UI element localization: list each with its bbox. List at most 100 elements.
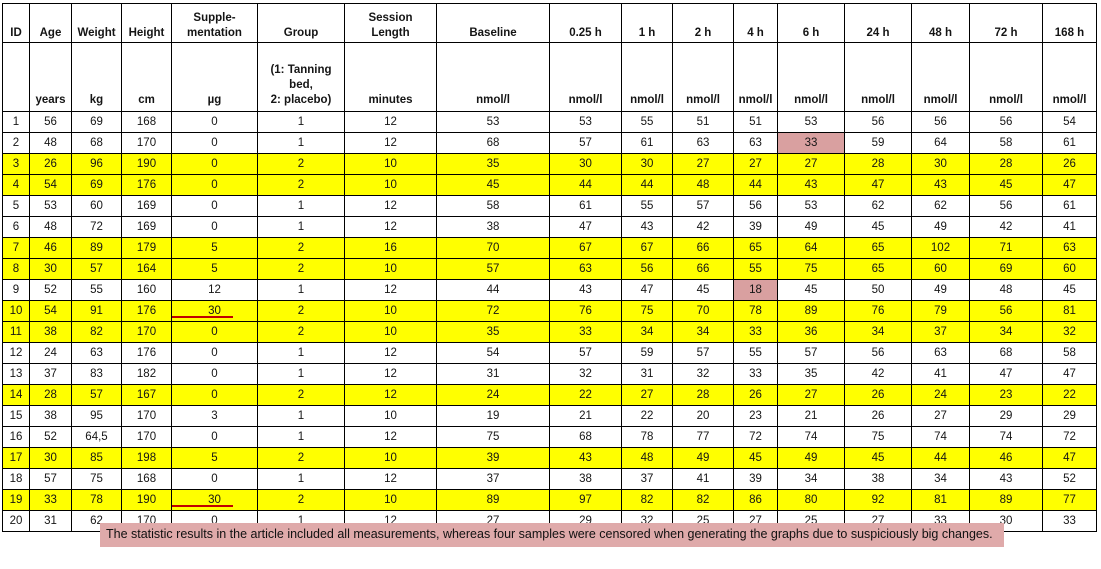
cell-baseline[interactable]: 38: [436, 216, 550, 238]
cell-suppl[interactable]: 30: [171, 489, 258, 511]
cell-session[interactable]: 10: [344, 258, 437, 280]
column-header-height[interactable]: Height: [121, 3, 172, 43]
cell-h1[interactable]: 44: [621, 174, 673, 196]
cell-group[interactable]: 2: [257, 174, 345, 196]
cell-height[interactable]: 170: [121, 426, 172, 448]
cell-h025[interactable]: 21: [549, 405, 622, 427]
cell-h72[interactable]: 29: [969, 405, 1043, 427]
cell-suppl[interactable]: 5: [171, 447, 258, 469]
cell-suppl[interactable]: 0: [171, 363, 258, 385]
cell-h24[interactable]: 92: [844, 489, 912, 511]
cell-suppl[interactable]: 0: [171, 195, 258, 217]
cell-session[interactable]: 12: [344, 132, 437, 154]
cell-h6[interactable]: 34: [777, 468, 845, 490]
column-header-h72[interactable]: 72 h: [969, 3, 1043, 43]
cell-h48[interactable]: 56: [911, 111, 970, 133]
cell-h72[interactable]: 56: [969, 111, 1043, 133]
cell-baseline[interactable]: 75: [436, 426, 550, 448]
cell-h48[interactable]: 74: [911, 426, 970, 448]
cell-h72[interactable]: 28: [969, 153, 1043, 175]
cell-h24[interactable]: 59: [844, 132, 912, 154]
cell-suppl[interactable]: 12: [171, 279, 258, 301]
cell-suppl[interactable]: 30: [171, 300, 258, 322]
column-unit-id[interactable]: [2, 42, 30, 112]
cell-id[interactable]: 12: [2, 342, 30, 364]
column-header-group[interactable]: Group: [257, 3, 345, 43]
cell-h168[interactable]: 54: [1042, 111, 1097, 133]
cell-h025[interactable]: 97: [549, 489, 622, 511]
cell-weight[interactable]: 83: [71, 363, 122, 385]
cell-h025[interactable]: 53: [549, 111, 622, 133]
cell-h72[interactable]: 74: [969, 426, 1043, 448]
cell-h6[interactable]: 35: [777, 363, 845, 385]
cell-h168[interactable]: 45: [1042, 279, 1097, 301]
cell-weight[interactable]: 91: [71, 300, 122, 322]
cell-h025[interactable]: 33: [549, 321, 622, 343]
cell-h48[interactable]: 81: [911, 489, 970, 511]
cell-weight[interactable]: 95: [71, 405, 122, 427]
cell-session[interactable]: 10: [344, 153, 437, 175]
cell-h4[interactable]: 45: [733, 447, 778, 469]
cell-h2[interactable]: 57: [672, 195, 734, 217]
cell-id[interactable]: 18: [2, 468, 30, 490]
cell-h2[interactable]: 20: [672, 405, 734, 427]
cell-baseline[interactable]: 53: [436, 111, 550, 133]
cell-h72[interactable]: 48: [969, 279, 1043, 301]
cell-id[interactable]: 11: [2, 321, 30, 343]
column-unit-h24[interactable]: nmol/l: [844, 42, 912, 112]
cell-h1[interactable]: 78: [621, 426, 673, 448]
cell-h48[interactable]: 34: [911, 468, 970, 490]
cell-h168[interactable]: 47: [1042, 447, 1097, 469]
cell-h72[interactable]: 43: [969, 468, 1043, 490]
cell-baseline[interactable]: 68: [436, 132, 550, 154]
cell-h168[interactable]: 63: [1042, 237, 1097, 259]
cell-id[interactable]: 7: [2, 237, 30, 259]
cell-suppl[interactable]: 0: [171, 174, 258, 196]
cell-h6[interactable]: 89: [777, 300, 845, 322]
cell-session[interactable]: 12: [344, 384, 437, 406]
cell-h025[interactable]: 43: [549, 279, 622, 301]
cell-h025[interactable]: 68: [549, 426, 622, 448]
column-header-h24[interactable]: 24 h: [844, 3, 912, 43]
cell-h24[interactable]: 65: [844, 258, 912, 280]
cell-session[interactable]: 12: [344, 363, 437, 385]
cell-h4[interactable]: 55: [733, 342, 778, 364]
cell-session[interactable]: 10: [344, 174, 437, 196]
cell-h1[interactable]: 30: [621, 153, 673, 175]
cell-h025[interactable]: 67: [549, 237, 622, 259]
cell-h72[interactable]: 69: [969, 258, 1043, 280]
cell-age[interactable]: 31: [29, 510, 72, 532]
cell-age[interactable]: 28: [29, 384, 72, 406]
cell-group[interactable]: 2: [257, 447, 345, 469]
cell-session[interactable]: 10: [344, 300, 437, 322]
cell-baseline[interactable]: 89: [436, 489, 550, 511]
cell-h24[interactable]: 28: [844, 153, 912, 175]
cell-h72[interactable]: 23: [969, 384, 1043, 406]
cell-baseline[interactable]: 70: [436, 237, 550, 259]
cell-h1[interactable]: 27: [621, 384, 673, 406]
cell-suppl[interactable]: 0: [171, 342, 258, 364]
cell-weight[interactable]: 64,5: [71, 426, 122, 448]
cell-age[interactable]: 46: [29, 237, 72, 259]
cell-h6[interactable]: 33: [777, 132, 845, 154]
cell-h025[interactable]: 43: [549, 447, 622, 469]
cell-h2[interactable]: 28: [672, 384, 734, 406]
cell-h1[interactable]: 22: [621, 405, 673, 427]
cell-h6[interactable]: 43: [777, 174, 845, 196]
cell-suppl[interactable]: 0: [171, 153, 258, 175]
cell-h1[interactable]: 75: [621, 300, 673, 322]
cell-h6[interactable]: 21: [777, 405, 845, 427]
cell-id[interactable]: 1: [2, 111, 30, 133]
cell-session[interactable]: 12: [344, 279, 437, 301]
cell-session[interactable]: 10: [344, 489, 437, 511]
column-header-h2[interactable]: 2 h: [672, 3, 734, 43]
cell-group[interactable]: 2: [257, 321, 345, 343]
cell-h2[interactable]: 77: [672, 426, 734, 448]
cell-h24[interactable]: 42: [844, 363, 912, 385]
cell-weight[interactable]: 69: [71, 111, 122, 133]
cell-baseline[interactable]: 37: [436, 468, 550, 490]
cell-age[interactable]: 54: [29, 174, 72, 196]
cell-h72[interactable]: 47: [969, 363, 1043, 385]
cell-h4[interactable]: 33: [733, 363, 778, 385]
cell-h6[interactable]: 45: [777, 279, 845, 301]
